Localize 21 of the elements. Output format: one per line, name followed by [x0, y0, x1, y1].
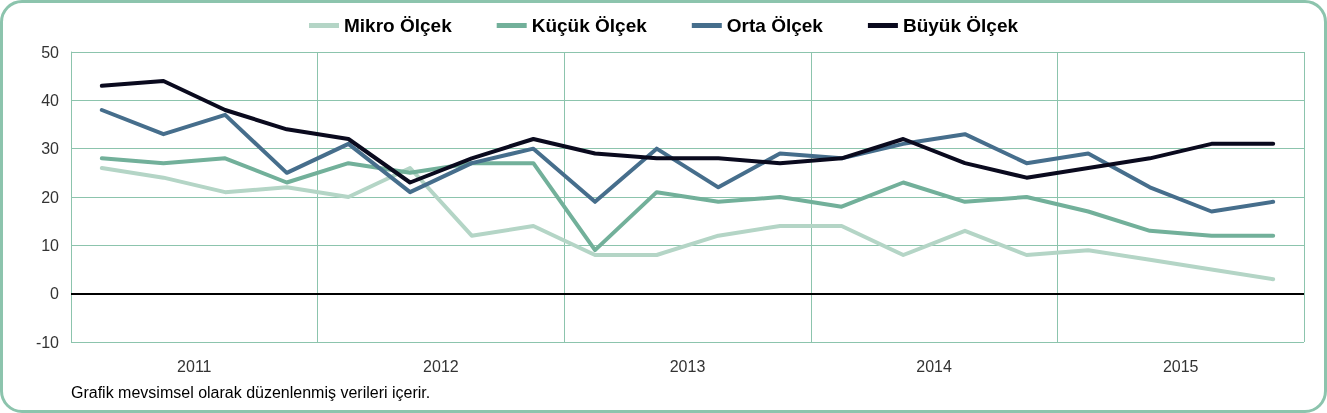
- legend-label: Orta Ölçek: [726, 15, 824, 36]
- x-tick-label: 2015: [1162, 357, 1199, 375]
- line-series: [99, 156, 1276, 253]
- y-tick-label: 0: [50, 285, 60, 303]
- x-tick-label: 2011: [177, 357, 212, 375]
- y-tick-label: -10: [35, 333, 60, 351]
- legend-label: Küçük Ölçek: [531, 15, 648, 36]
- legend-label: Büyük Ölçek: [902, 15, 1019, 36]
- text: Grafik mevsimsel olarak düzenlenmiş verileri içerir.: [71, 383, 431, 401]
- y-tick-label: 10: [41, 236, 60, 254]
- y-tick-label: 40: [41, 91, 60, 109]
- x-tick-label: 2013: [669, 357, 706, 375]
- legend-label: Mikro Ölçek: [343, 15, 453, 36]
- line-series: [99, 166, 1276, 282]
- y-tick-label: 50: [41, 43, 60, 61]
- x-tick-label: 2014: [916, 357, 952, 375]
- line-series: [99, 108, 1276, 214]
- x-tick-label: 2012: [423, 357, 459, 375]
- y-tick-label: 20: [41, 188, 60, 206]
- y-tick-label: 30: [41, 140, 60, 158]
- line-series: [99, 79, 1276, 185]
